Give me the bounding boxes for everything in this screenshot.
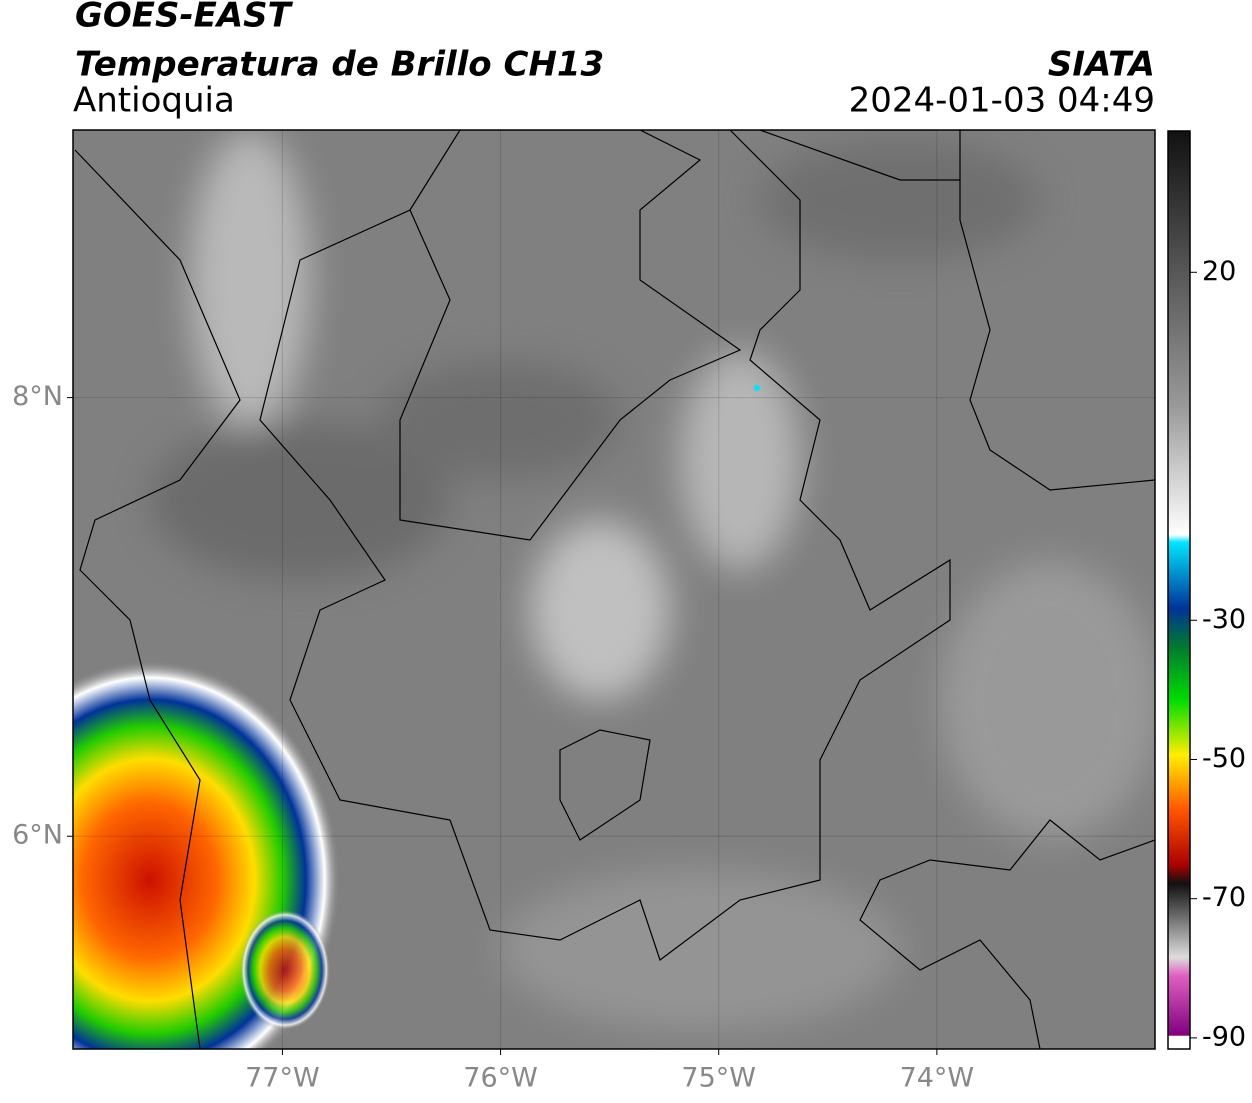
colorbar-label: -30 xyxy=(1202,604,1246,635)
agency: SIATA xyxy=(1048,45,1155,85)
colorbar xyxy=(1167,130,1191,1050)
colorbar-label: -70 xyxy=(1202,882,1246,913)
x-tick-label: 77°W xyxy=(245,1063,320,1094)
colorbar-label: -90 xyxy=(1202,1021,1246,1052)
y-tick-label: 8°N xyxy=(12,381,63,412)
title: GOES-EAST xyxy=(75,0,294,36)
x-tick-label: 75°W xyxy=(681,1063,756,1094)
map-frame xyxy=(72,129,1156,1050)
map-image xyxy=(73,130,1155,1049)
x-tick-label: 76°W xyxy=(463,1063,538,1094)
colorbar-label: -50 xyxy=(1202,743,1246,774)
datetime: 2024-01-03 04:49 xyxy=(849,81,1155,121)
subtitle: Temperatura de Brillo CH13 xyxy=(75,45,604,85)
region: Antioquia xyxy=(73,81,235,121)
colorbar-label: 20 xyxy=(1202,256,1236,287)
y-tick-label: 6°N xyxy=(12,820,63,851)
x-tick-label: 74°W xyxy=(900,1063,975,1094)
